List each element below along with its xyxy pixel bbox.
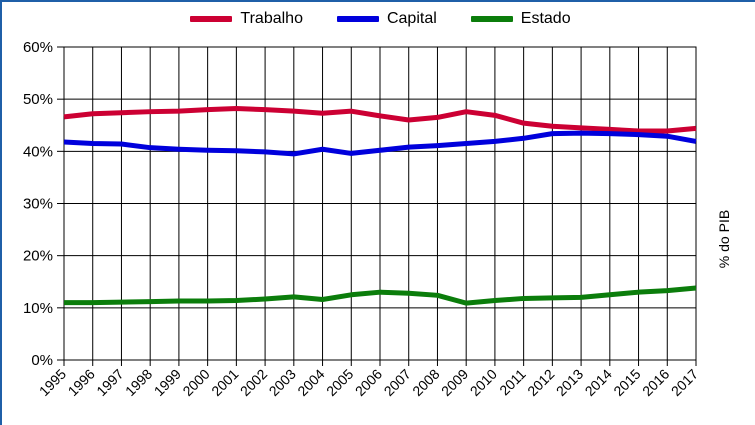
y-axis-tick-label: 0% — [31, 352, 53, 369]
y-axis-tick-label: 50% — [23, 91, 53, 108]
x-axis-year-label: 2006 — [352, 366, 385, 399]
x-axis-year-label: 2016 — [639, 366, 672, 399]
x-axis-year-label: 2012 — [524, 366, 557, 399]
legend: Trabalho Capital Estado — [64, 11, 697, 27]
x-axis-year-label: 1998 — [122, 366, 155, 399]
series-line-estado — [64, 285, 697, 306]
y-axis-tick-label: 20% — [23, 248, 53, 265]
x-axis-year-label: 2013 — [553, 366, 586, 399]
x-axis-year-label: 2017 — [668, 366, 701, 399]
x-axis-year-label: 2010 — [467, 366, 500, 399]
x-axis-year-label: 2015 — [610, 366, 643, 399]
x-axis-year-label: 1997 — [93, 366, 126, 399]
plot-border — [63, 46, 697, 361]
y-axis-tick-label: 10% — [23, 300, 53, 317]
series-line-trabalho — [63, 106, 697, 134]
x-axis-year-label: 2008 — [409, 366, 442, 399]
x-axis-year-label: 2001 — [208, 366, 241, 399]
x-axis-year-label: 2014 — [582, 366, 615, 399]
legend-label-capital: Capital — [386, 10, 437, 27]
x-axis-year-label: 2000 — [179, 366, 212, 399]
series-line-capital — [63, 130, 697, 157]
legend-item-estado: Estado — [470, 10, 571, 27]
x-axis-year-label: 2005 — [323, 366, 356, 399]
legend-item-capital: Capital — [336, 10, 437, 27]
legend-item-trabalho: Trabalho — [190, 11, 303, 27]
y-axis-tick-label: 40% — [23, 143, 53, 160]
legend-swatch-estado-icon — [470, 16, 513, 22]
x-axis-year-label: 1996 — [65, 366, 98, 399]
x-axis-year-label: 1995 — [36, 366, 69, 399]
legend-swatch-capital-icon — [336, 16, 379, 22]
x-axis-year-label: 2007 — [381, 366, 414, 399]
x-axis-year-label: 2009 — [438, 366, 471, 399]
x-axis-year-label: 2011 — [496, 366, 529, 399]
x-axis-year-label: 1999 — [151, 366, 184, 399]
y-axis-title-right: % do PIB — [716, 209, 732, 269]
x-axis-year-label: 2004 — [294, 366, 327, 399]
legend-swatch-trabalho-icon — [190, 16, 233, 22]
legend-label-estado: Estado — [520, 10, 571, 27]
y-axis-tick-label: 60% — [23, 39, 53, 56]
y-axis-tick-label: 30% — [23, 196, 53, 213]
legend-label-trabalho: Trabalho — [240, 10, 303, 27]
x-axis-year-label: 2003 — [266, 366, 299, 399]
x-axis-year-label: 2002 — [237, 366, 270, 399]
